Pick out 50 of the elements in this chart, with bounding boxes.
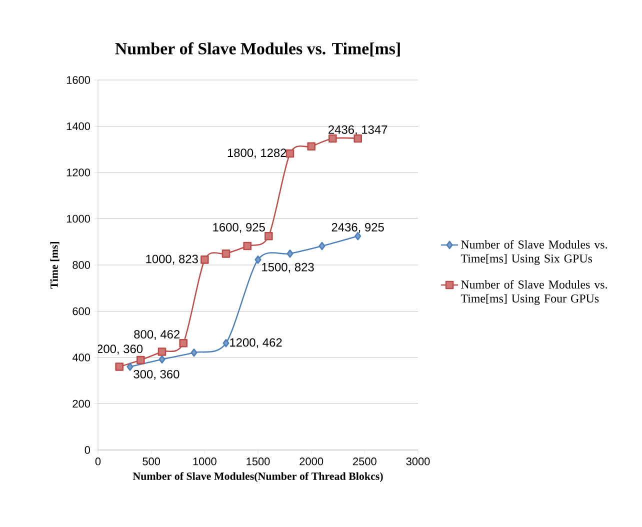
y-axis-title: Time [ms] [50,242,60,289]
y-tick-label: 1200 [66,168,90,176]
point [200,256,209,264]
point [328,134,337,143]
point [136,356,145,364]
point [158,348,166,356]
point [179,339,188,348]
chart-title: Number of Slave Modules vs. Time[ms] [115,42,400,56]
point [286,250,294,258]
point [222,339,230,348]
y-tick-label: 200 [72,400,90,408]
annotation: 300, 360 [134,370,180,380]
point [307,142,316,151]
point [254,256,262,264]
point [354,134,362,143]
x-tick-label: 0 [95,458,101,466]
y-tick-label: 600 [72,307,90,316]
legend-label: Number of Slave Modules vs. Time[ms] Using Six GPUs [460,240,608,265]
point [115,362,124,371]
y-tick-label: 0 [84,446,90,454]
y-tick-label: 1400 [66,122,90,130]
annotation: 2436, 925 [332,223,384,233]
annotation: 800, 462 [134,330,180,340]
annotation: 2436, 1347 [328,125,388,136]
x-tick-label: 500 [142,458,160,466]
point [286,149,294,158]
point [264,232,273,240]
y-tick-label: 400 [72,354,90,362]
annotation: 1200, 462 [230,338,282,348]
x-tick-label: 1500 [246,458,270,466]
x-tick-label: 2000 [300,458,324,466]
y-tick-label: 800 [72,261,90,269]
annotation: 1800, 1282 [228,148,286,158]
y-tick-label: 1600 [66,76,90,84]
point [318,242,326,250]
point [222,250,230,258]
point [126,362,134,371]
y-tick-label: 1000 [66,214,90,223]
annotation: 200, 360 [97,344,143,355]
legend-label: Number of Slave Modules vs. Time[ms] Using Four GPUs [460,280,608,305]
point [190,348,198,357]
x-tick-label: 1000 [193,458,216,466]
x-tick-label: 2500 [353,458,376,466]
point [243,242,252,250]
annotation: 1000, 823 [146,254,198,265]
annotation: 1600, 925 [213,223,265,233]
x-tick-label: 3000 [406,458,430,466]
point [158,355,166,364]
annotation: 1500, 823 [262,262,314,273]
x-axis-title: Number of Slave Modules(Number of Thread Blokcs) [132,472,383,482]
